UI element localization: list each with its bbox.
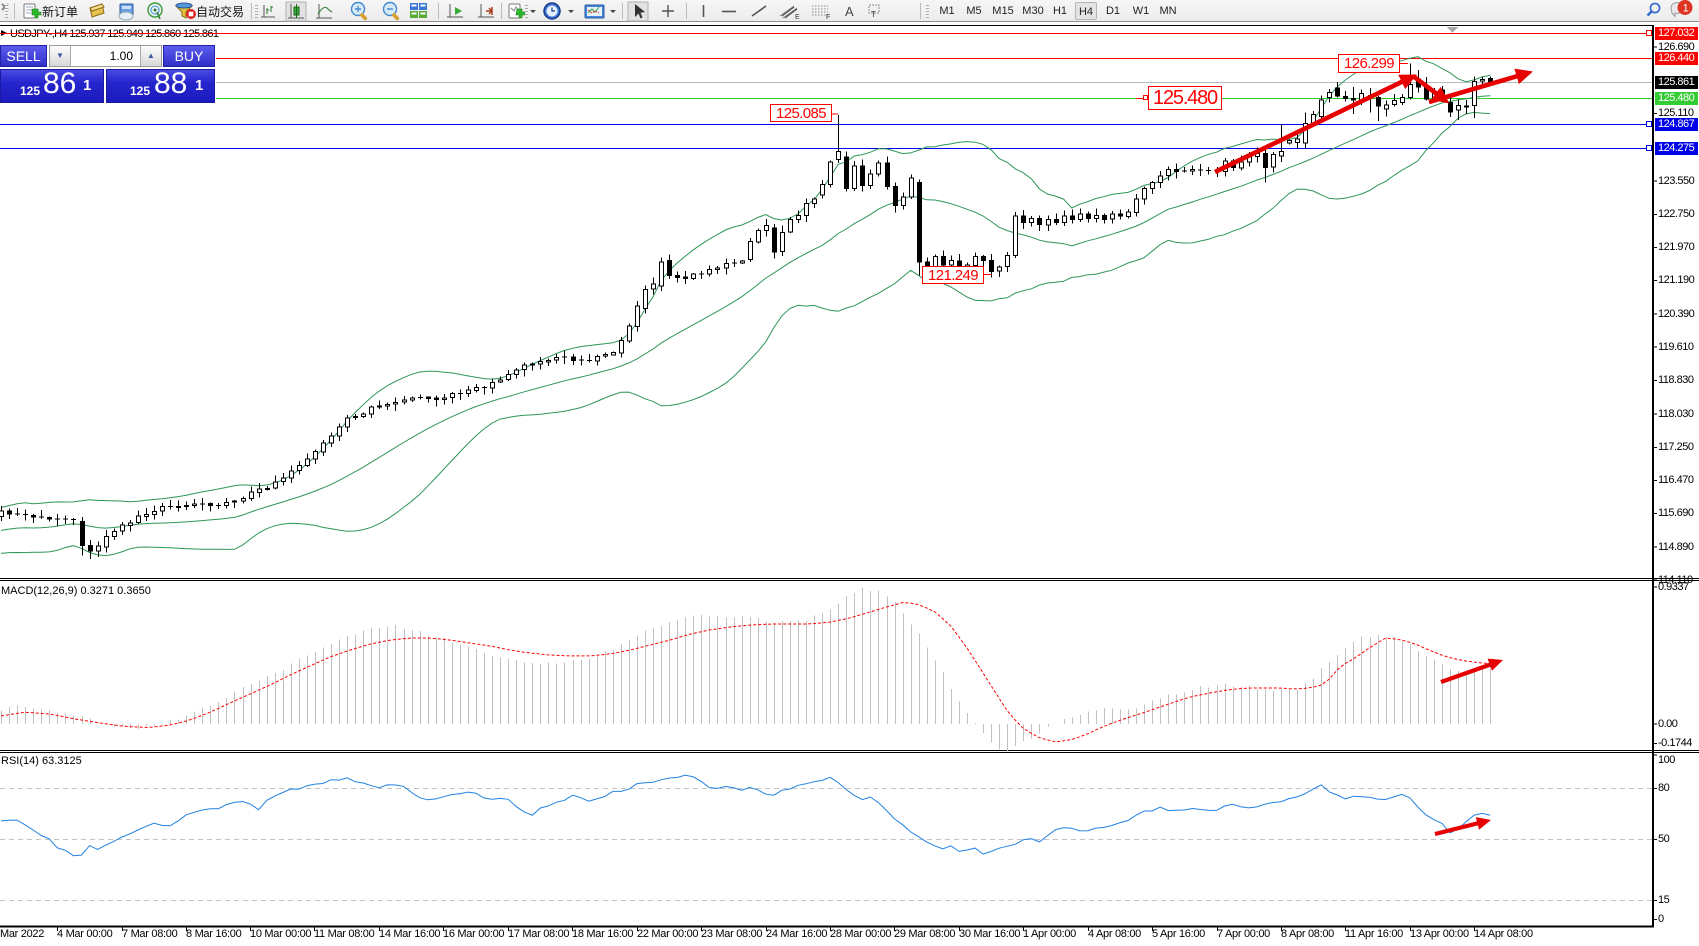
svg-text:A: A — [845, 4, 854, 19]
svg-text:1: 1 — [1683, 3, 1689, 15]
svg-text:E: E — [795, 14, 800, 21]
svg-text:T: T — [871, 10, 876, 19]
svg-text:F: F — [826, 14, 830, 21]
